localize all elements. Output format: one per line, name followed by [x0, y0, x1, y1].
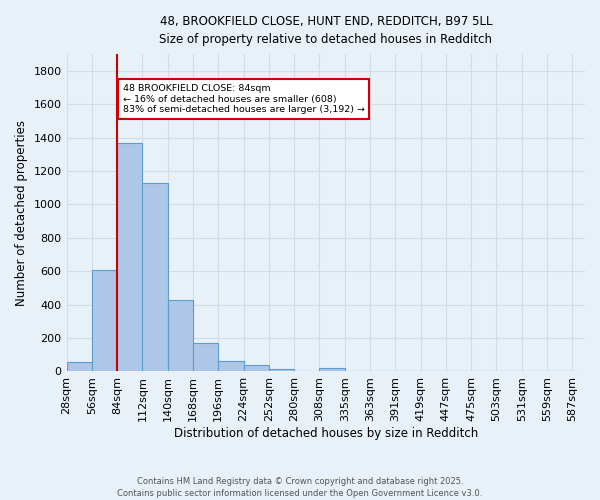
Bar: [117, 144, 142, 372]
Bar: [92, 270, 117, 372]
Bar: [319, 368, 345, 372]
Bar: [168, 300, 193, 372]
Bar: [67, 362, 92, 372]
X-axis label: Distribution of detached houses by size in Redditch: Distribution of detached houses by size …: [173, 427, 478, 440]
Bar: [244, 365, 269, 372]
Bar: [193, 342, 218, 372]
Bar: [142, 183, 168, 372]
Text: Contains HM Land Registry data © Crown copyright and database right 2025.
Contai: Contains HM Land Registry data © Crown c…: [118, 476, 482, 498]
Text: 48 BROOKFIELD CLOSE: 84sqm
← 16% of detached houses are smaller (608)
83% of sem: 48 BROOKFIELD CLOSE: 84sqm ← 16% of deta…: [122, 84, 365, 114]
Y-axis label: Number of detached properties: Number of detached properties: [15, 120, 28, 306]
Bar: [218, 360, 244, 372]
Bar: [269, 370, 294, 372]
Title: 48, BROOKFIELD CLOSE, HUNT END, REDDITCH, B97 5LL
Size of property relative to d: 48, BROOKFIELD CLOSE, HUNT END, REDDITCH…: [159, 15, 492, 46]
